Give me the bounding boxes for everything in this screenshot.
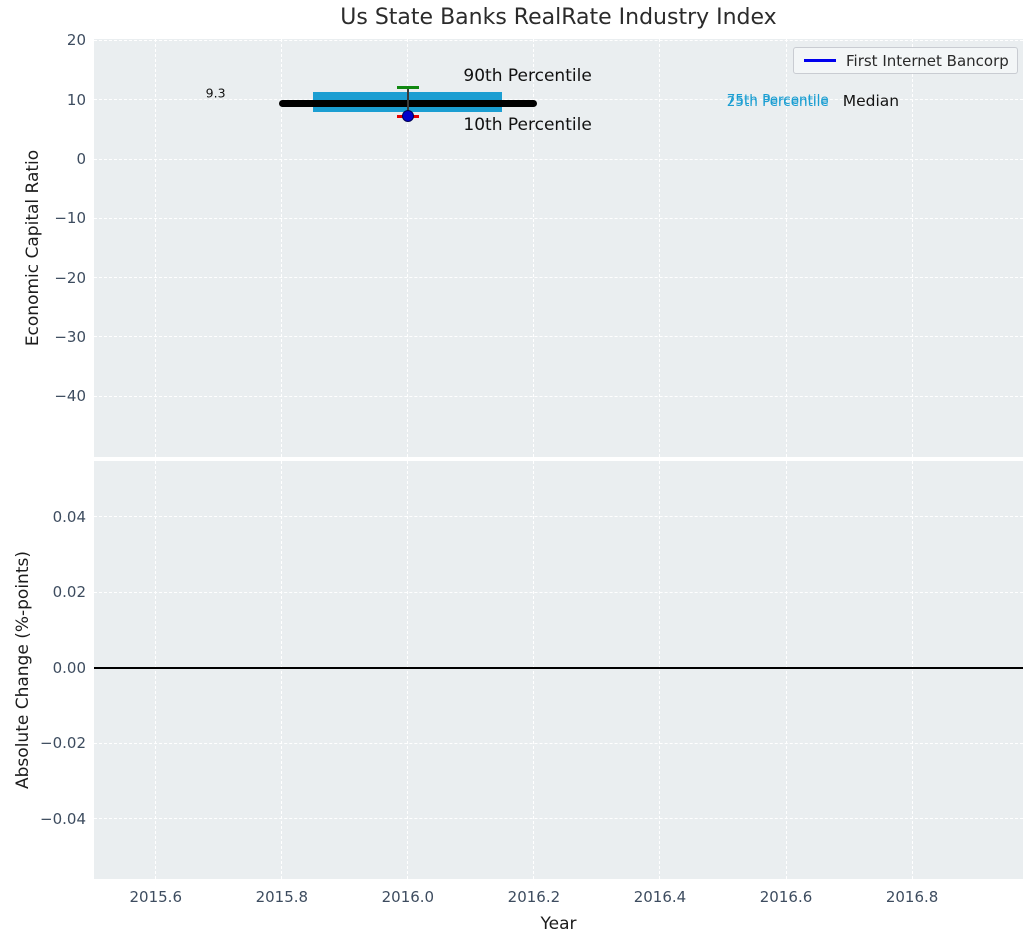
y-tick-label: 0.04 xyxy=(52,507,86,526)
y-tick-label: −30 xyxy=(54,327,86,346)
y-tick-label: −0.04 xyxy=(40,809,86,828)
y-tick-label: −10 xyxy=(54,209,86,228)
y-tick-label: −20 xyxy=(54,268,86,287)
y-tick-label: 0.00 xyxy=(52,658,86,677)
y-gridline xyxy=(94,591,1023,593)
y-tick-label: 0 xyxy=(76,150,86,169)
x-gridline xyxy=(533,461,535,879)
whisker-line xyxy=(407,87,409,116)
plot-area-bottom xyxy=(94,461,1023,879)
x-gridline xyxy=(281,39,283,457)
chart-title: Us State Banks RealRate Industry Index xyxy=(340,5,777,30)
annotation-p75-label: 75th Percentile xyxy=(726,92,829,109)
x-gridline xyxy=(407,39,409,457)
x-gridline xyxy=(785,461,787,879)
legend-line-swatch xyxy=(804,59,836,62)
x-tick-label: 2016.8 xyxy=(885,888,939,906)
y-gridline xyxy=(94,336,1023,338)
x-gridline xyxy=(659,461,661,879)
y-gridline xyxy=(94,277,1023,279)
y-tick-label: 10 xyxy=(66,90,86,109)
p90-whisker-cap xyxy=(396,86,419,89)
x-gridline xyxy=(407,461,409,879)
annotation-p10-label: 10th Percentile xyxy=(463,114,592,135)
legend-label: First Internet Bancorp xyxy=(846,51,1009,70)
y-gridline xyxy=(94,516,1023,518)
x-gridline xyxy=(533,39,535,457)
x-gridline xyxy=(155,39,157,457)
x-tick-label: 2016.6 xyxy=(759,888,813,906)
annotation-median-value-label: 9.3 xyxy=(205,85,226,101)
legend: First Internet Bancorp xyxy=(793,47,1018,74)
x-axis-label: Year xyxy=(540,914,577,934)
y-gridline xyxy=(94,217,1023,219)
zero-line xyxy=(94,666,1023,669)
company-point xyxy=(401,109,414,122)
y-gridline xyxy=(94,395,1023,397)
y-gridline xyxy=(94,818,1023,820)
y-axis-label-top: Economic Capital Ratio xyxy=(23,149,43,347)
plot-area-top xyxy=(94,39,1023,457)
x-gridline xyxy=(155,461,157,879)
x-tick-label: 2016.4 xyxy=(633,888,687,906)
x-tick-label: 2015.6 xyxy=(129,888,183,906)
x-tick-label: 2016.2 xyxy=(507,888,561,906)
x-tick-label: 2016.0 xyxy=(381,888,435,906)
annotation-p25-label: 25th Percentile xyxy=(726,93,829,110)
x-gridline xyxy=(911,461,913,879)
x-gridline xyxy=(281,461,283,879)
x-gridline xyxy=(911,39,913,457)
x-gridline xyxy=(785,39,787,457)
y-tick-label: −40 xyxy=(54,387,86,406)
y-gridline xyxy=(94,742,1023,744)
annotation-p90-label: 90th Percentile xyxy=(463,66,592,86)
y-gridline xyxy=(94,39,1023,41)
y-tick-label: 20 xyxy=(66,31,86,50)
x-gridline xyxy=(659,39,661,457)
x-tick-label: 2015.8 xyxy=(255,888,309,906)
y-tick-label: −0.02 xyxy=(40,734,86,753)
y-tick-label: 0.02 xyxy=(52,583,86,602)
y-gridline xyxy=(94,158,1023,160)
annotation-median-label: Median xyxy=(842,91,900,110)
y-gridline xyxy=(94,99,1023,101)
